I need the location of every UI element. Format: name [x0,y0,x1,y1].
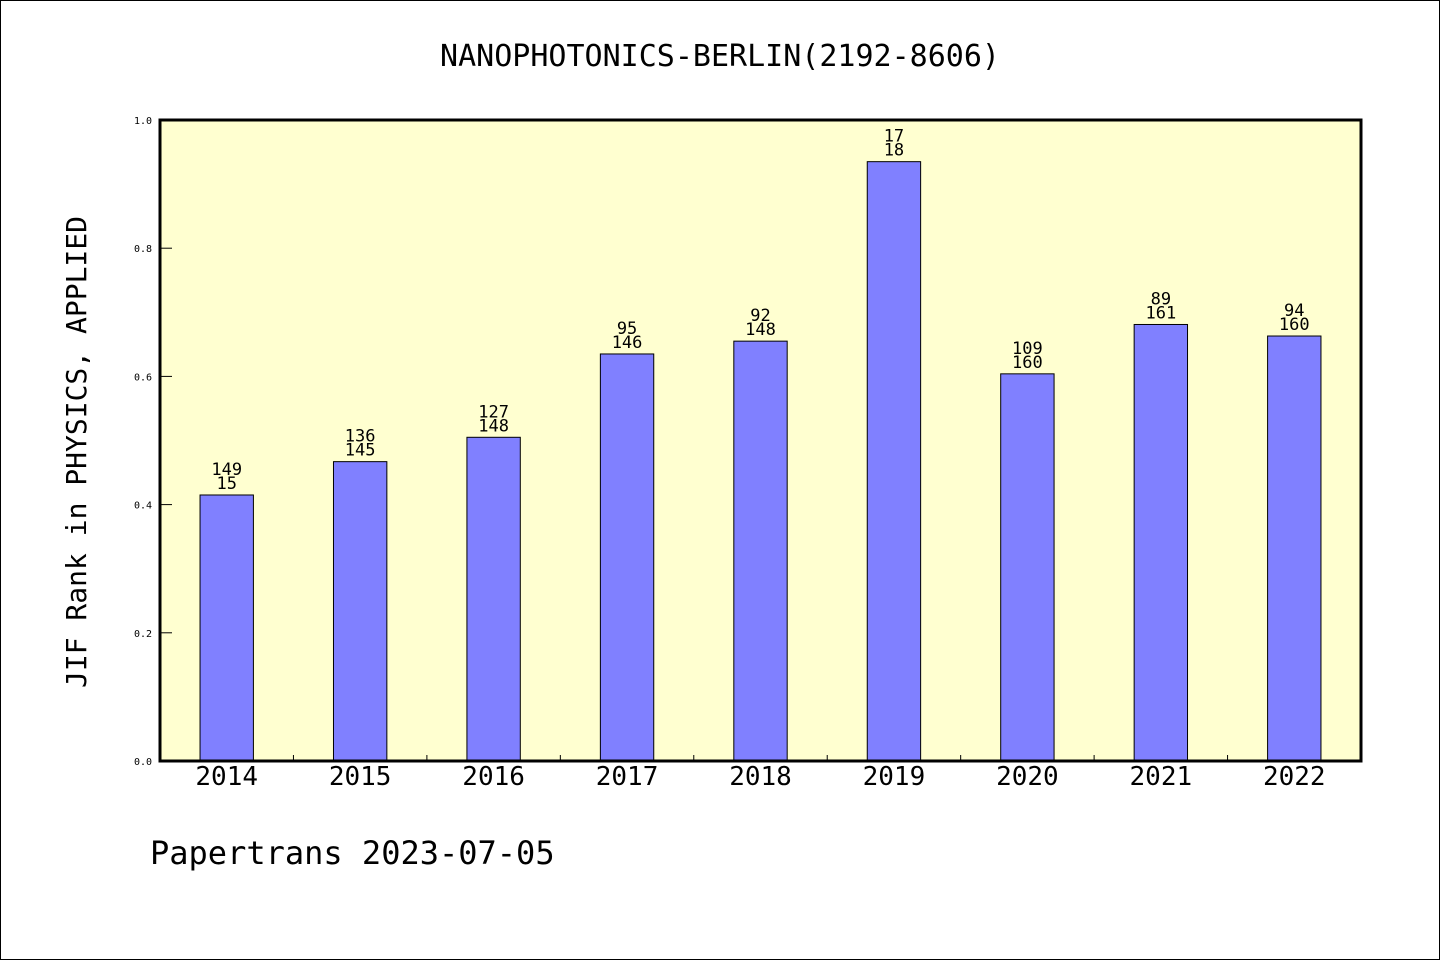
y-tick-label: 0.4 [134,501,152,512]
x-tick-label: 2022 [1263,762,1326,792]
rank-label: 95 [617,319,637,339]
rank-label: 92 [750,306,770,326]
x-tick-label: 2016 [462,762,525,792]
rank-label: 127 [478,402,509,422]
x-tick-label: 2018 [729,762,792,792]
bar-2020 [1000,373,1055,762]
chart-title: NANOPHOTONICS-BERLIN(2192-8606) [440,39,1000,74]
x-tick-label: 2019 [863,762,926,792]
total-label: 161 [1145,303,1176,323]
bar-2022 [1267,335,1322,762]
total-label: 160 [1279,315,1310,335]
total-label: 148 [745,320,776,340]
rank-label: 136 [345,427,376,447]
rank-label: 109 [1012,339,1043,359]
total-label: 15 [216,474,236,494]
rank-label: 94 [1284,301,1304,321]
footer-text: Papertrans 2023-07-05 [150,834,555,872]
total-label: 148 [478,416,509,436]
x-tick-label: 2017 [596,762,659,792]
bar-2021 [1133,323,1189,762]
total-label: 160 [1012,353,1043,373]
bar-2019 [866,161,922,762]
y-tick-label: 0.0 [134,757,152,768]
bar-2018 [733,340,788,762]
axis-ticks: 0.0 0.2 0.4 0.6 0.8 1.0 [134,116,1229,768]
x-tick-label: 2020 [996,762,1059,792]
bar-2016 [466,436,521,762]
bar-2015 [332,461,388,762]
x-tick-label: 2021 [1130,762,1193,792]
y-axis-label: JIF Rank in PHYSICS, APPLIED [60,216,93,688]
rank-label: 17 [884,127,904,147]
total-label: 146 [612,333,643,353]
plot-border [158,118,1363,763]
y-tick-label: 0.6 [134,372,152,383]
y-tick-label: 0.2 [134,629,152,640]
rank-label: 89 [1151,289,1171,309]
y-tick-label: 1.0 [134,116,152,127]
data-labels: 2014149152015136145201612714820179514620… [195,127,1325,792]
total-label: 18 [884,141,904,161]
bars [199,161,1322,762]
y-tick-label: 0.8 [134,244,152,255]
bar-2017 [599,353,655,762]
rank-label: 149 [211,460,242,480]
total-label: 145 [345,441,376,461]
bar-2014 [199,494,254,762]
x-tick-label: 2015 [329,762,392,792]
x-tick-label: 2014 [195,762,258,792]
